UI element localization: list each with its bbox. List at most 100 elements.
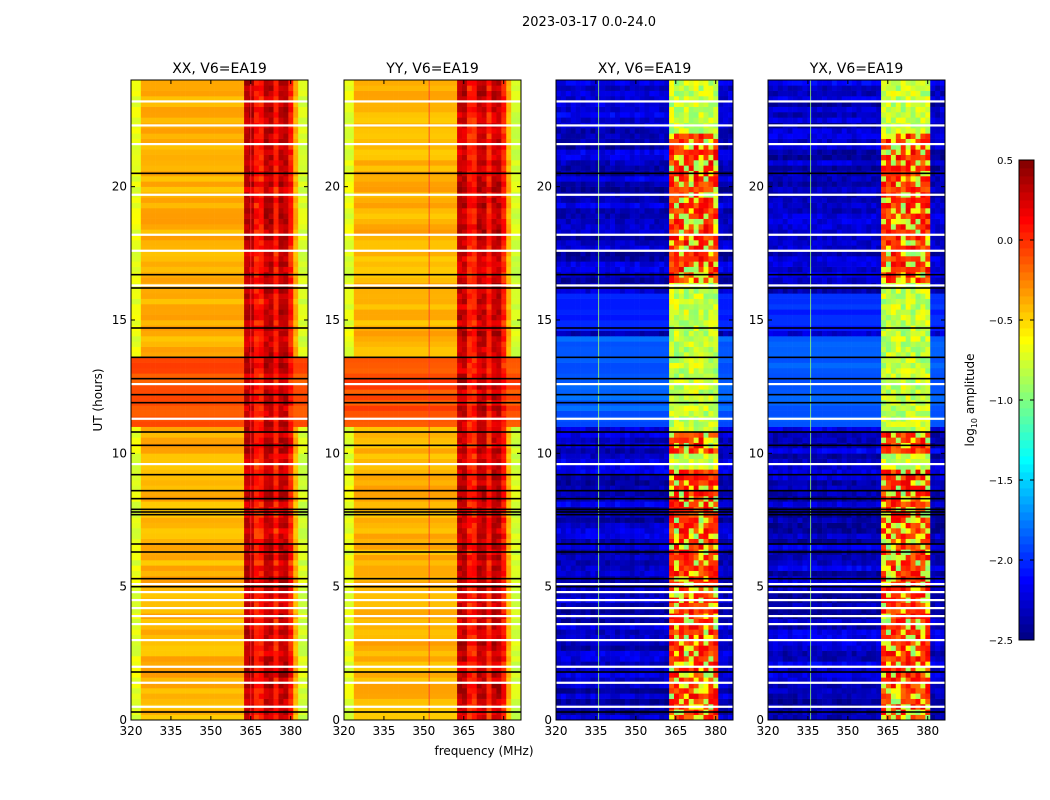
heatmap-cell [249,112,255,118]
heatmap-cell [293,202,299,209]
heatmap-cell [462,698,468,705]
heatmap-cell [170,698,176,705]
heatmap-cell [165,293,171,299]
heatmap-cell [258,656,265,662]
flagged-row-black [131,551,308,553]
heatmap-cell [412,714,419,721]
heatmap-cell [180,320,186,326]
heatmap-cell [239,634,245,641]
heatmap-cell [258,309,265,315]
heatmap-cell [155,341,161,347]
heatmap-cell [244,186,250,193]
heatmap-cell [135,90,142,97]
heatmap-cell [481,682,487,689]
heatmap-cell [140,266,147,273]
heatmap-cell [155,213,161,219]
heatmap-cell [185,410,191,417]
heatmap-cell [199,560,206,566]
heatmap-cell [253,176,260,182]
heatmap-cell [403,656,409,662]
heatmap-cell [258,90,265,97]
heatmap-cell [199,320,206,326]
heatmap-cell [224,421,230,427]
heatmap-cell [165,298,171,305]
heatmap-cell [185,645,191,651]
heatmap-cell [145,432,151,438]
heatmap-cell [140,405,147,411]
heatmap-cell [165,586,171,593]
heatmap-cell [140,650,147,657]
heatmap-cell [298,650,304,657]
heatmap-cell [283,293,289,299]
heatmap-cell [190,266,196,273]
heatmap-cell [170,277,176,283]
heatmap-cell [283,176,289,182]
heatmap-cell [283,544,289,550]
heatmap-cell [447,698,453,705]
heatmap-cell [303,373,309,379]
heatmap-cell [452,693,458,699]
heatmap-cell [209,256,215,262]
heatmap-cell [204,165,210,171]
heatmap-cell [219,357,225,363]
heatmap-cell [209,618,215,625]
heatmap-cell [131,234,137,241]
heatmap-cell [298,485,304,491]
heatmap-cell [204,645,210,651]
y-tick-label: 5 [119,580,127,594]
heatmap-cell [273,405,279,411]
heatmap-cell [476,698,482,705]
heatmap-cell [234,218,240,225]
heatmap-cell [194,330,201,337]
heatmap-cell [244,469,250,475]
heatmap-cell [466,645,473,651]
heatmap-cell [234,714,240,721]
heatmap-cell [214,154,220,161]
heatmap-cell [165,405,171,411]
heatmap-cell [263,277,269,283]
heatmap-cell [155,533,161,539]
heatmap-cell [219,661,225,667]
heatmap-cell [283,565,289,571]
heatmap-cell [283,261,289,267]
heatmap-cell [219,341,225,347]
heatmap-cell [209,181,215,187]
heatmap-cell [442,714,448,721]
heatmap-cell [219,208,225,214]
heatmap-cell [145,469,151,475]
heatmap-cell [407,698,414,705]
heatmap-cell [457,656,463,662]
heatmap-cell [150,229,156,235]
heatmap-cell [170,261,176,267]
heatmap-cell [417,672,423,678]
heatmap-cell [180,197,186,203]
heatmap-cell [219,624,225,630]
heatmap-cell [131,533,137,539]
heatmap-cell [239,256,245,262]
heatmap-cell [150,154,156,161]
heatmap-cell [185,256,191,262]
heatmap-cell [135,144,142,150]
heatmap-cell [457,682,463,689]
heatmap-cell [185,106,191,113]
heatmap-cell [273,197,279,203]
heatmap-cell [244,256,250,262]
heatmap-cell [283,554,289,561]
heatmap-cell [403,714,409,721]
heatmap-cell [180,560,186,566]
heatmap-cell [229,586,235,593]
heatmap-cell [140,538,147,545]
heatmap-cell [175,554,181,561]
heatmap-cell [239,645,245,651]
heatmap-cell [185,586,191,593]
heatmap-cell [303,544,309,550]
heatmap-cell [165,362,171,369]
heatmap-cell [140,677,147,683]
heatmap-cell [457,688,463,694]
heatmap-cell [378,693,384,699]
heatmap-cell [471,682,478,689]
heatmap-cell [283,352,289,358]
heatmap-cell [278,256,284,262]
heatmap-cell [268,661,274,667]
heatmap-cell [288,437,294,443]
